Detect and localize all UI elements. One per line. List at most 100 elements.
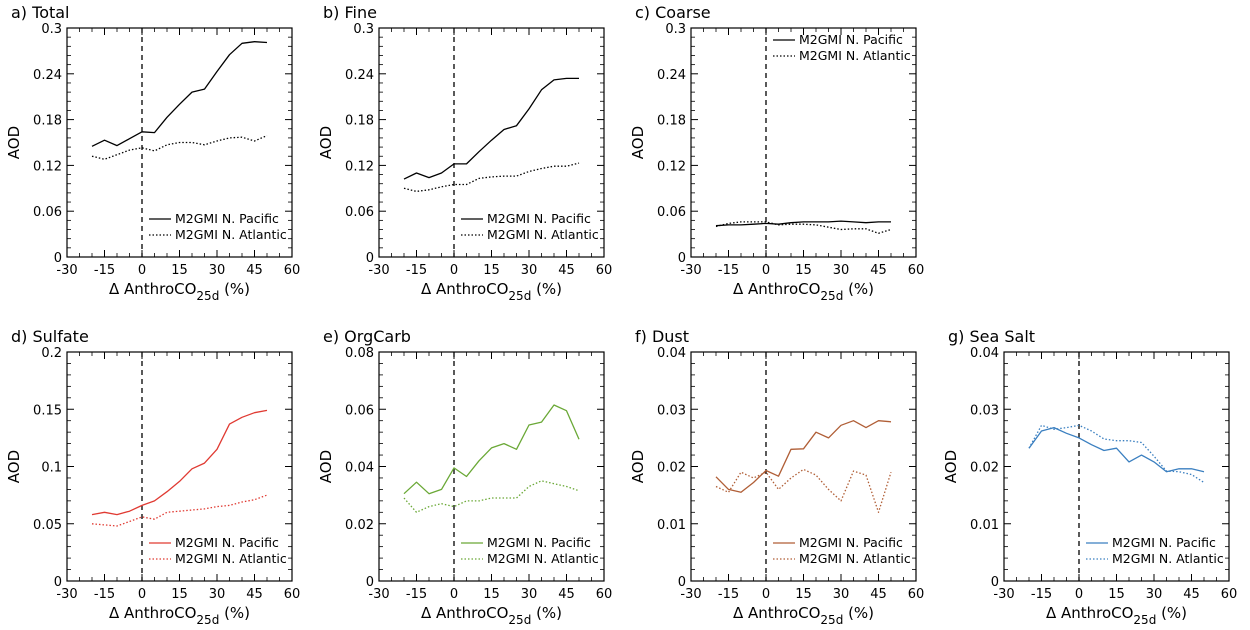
x-tick-label: 60 — [284, 263, 301, 278]
x-tick-label: -30 — [368, 263, 389, 278]
x-tick-label: -15 — [1031, 587, 1052, 602]
series-line-atlantic — [1028, 424, 1205, 484]
x-tick-label: -15 — [94, 263, 115, 278]
x-tick-label: 45 — [246, 587, 263, 602]
x-tick-label: -30 — [56, 587, 77, 602]
series-line-pacific — [91, 41, 268, 147]
series-line-pacific — [91, 409, 268, 516]
x-tick-label: 30 — [521, 587, 538, 602]
x-axis-label-unit: (%) — [843, 604, 874, 622]
y-axis-label: AOD — [942, 450, 960, 483]
x-axis-label-unit: (%) — [531, 280, 562, 298]
y-tick-label: 0.2 — [41, 346, 62, 361]
x-axis-label-subscript: 25d — [820, 613, 843, 627]
legend-label: M2GMI N. Pacific — [487, 211, 591, 226]
y-tick-label: 0.18 — [345, 114, 374, 129]
y-tick-label: 0.05 — [33, 518, 62, 533]
y-tick-label: 0.03 — [970, 403, 999, 418]
y-tick-label: 0.01 — [657, 518, 686, 533]
x-axis-label-subscript: 25d — [508, 289, 531, 303]
y-tick-label: 0.08 — [345, 346, 374, 361]
x-tick-label: 30 — [209, 263, 226, 278]
chart-title: f) Dust — [635, 327, 689, 346]
legend-label: M2GMI N. Pacific — [175, 535, 279, 550]
y-tick-label: 0.3 — [665, 22, 686, 37]
y-tick-label: 0 — [678, 575, 686, 590]
legend-label: M2GMI N. Pacific — [175, 211, 279, 226]
y-tick-label: 0.12 — [345, 159, 374, 174]
series-line-atlantic — [715, 468, 892, 513]
x-axis-label-subscript: 25d — [508, 613, 531, 627]
legend-label: M2GMI N. Pacific — [799, 32, 903, 47]
x-axis-label-subscript: 25d — [196, 613, 219, 627]
legend-label: M2GMI N. Atlantic — [799, 551, 911, 566]
x-axis-label-main: Δ AnthroCO — [733, 280, 820, 298]
y-tick-label: 0.24 — [345, 68, 374, 83]
x-tick-label: -15 — [406, 587, 427, 602]
series-line-atlantic — [91, 135, 268, 160]
series-line-atlantic — [91, 494, 268, 527]
y-tick-label: 0 — [366, 575, 374, 590]
chart-title: g) Sea Salt — [948, 327, 1035, 346]
x-tick-label: 15 — [483, 263, 500, 278]
legend-label: M2GMI N. Atlantic — [175, 227, 287, 242]
x-axis-label-unit: (%) — [219, 280, 250, 298]
x-tick-label: 45 — [558, 263, 575, 278]
legend-label: M2GMI N. Atlantic — [175, 551, 287, 566]
x-tick-label: 0 — [450, 263, 458, 278]
chart-title: a) Total — [11, 3, 70, 22]
x-axis-label-main: Δ AnthroCO — [109, 280, 196, 298]
chart-title: b) Fine — [323, 3, 377, 22]
x-axis-label-main: Δ AnthroCO — [421, 280, 508, 298]
x-tick-label: -30 — [680, 263, 701, 278]
y-tick-label: 0.1 — [41, 461, 62, 476]
y-tick-label: 0.06 — [33, 205, 62, 220]
series-line-pacific — [715, 420, 892, 493]
x-tick-label: 60 — [908, 263, 925, 278]
x-axis-label-unit: (%) — [219, 604, 250, 622]
x-axis-label: Δ AnthroCO25d (%) — [109, 604, 250, 627]
y-tick-label: 0.06 — [657, 205, 686, 220]
x-tick-label: 15 — [483, 587, 500, 602]
y-tick-label: 0.04 — [970, 346, 999, 361]
x-tick-label: -30 — [56, 263, 77, 278]
y-axis-label: AOD — [5, 126, 23, 159]
y-tick-label: 0 — [991, 575, 999, 590]
x-tick-label: 45 — [870, 263, 887, 278]
x-axis-label-unit: (%) — [1156, 604, 1187, 622]
series-line-atlantic — [403, 480, 580, 513]
x-axis-label-main: Δ AnthroCO — [733, 604, 820, 622]
chart-title: c) Coarse — [635, 3, 711, 22]
chart-panel: e) OrgCarb -30 -15 0 15 30 45 60 0 0.02 0.04 0.06 0.… — [317, 327, 612, 627]
x-tick-label: 45 — [246, 263, 263, 278]
x-axis-label: Δ AnthroCO25d (%) — [1046, 604, 1187, 627]
x-axis-label-subscript: 25d — [196, 289, 219, 303]
x-tick-label: 60 — [284, 587, 301, 602]
chart-panel: f) Dust -30 -15 0 15 30 45 60 0 0.01 0.02 0.03 0.04 A… — [629, 327, 924, 627]
x-tick-label: 15 — [795, 263, 812, 278]
x-tick-label: 45 — [1183, 587, 1200, 602]
y-tick-label: 0.24 — [657, 68, 686, 83]
legend-label: M2GMI N. Atlantic — [1112, 551, 1224, 566]
chart-panel: g) Sea Salt -30 -15 0 15 30 45 60 0 0.01 0.02 0.03 0… — [942, 327, 1237, 627]
series-line-pacific — [1028, 426, 1205, 473]
x-tick-label: 15 — [795, 587, 812, 602]
x-tick-label: 0 — [1075, 587, 1083, 602]
x-tick-label: 60 — [1221, 587, 1238, 602]
x-tick-label: 60 — [596, 263, 613, 278]
x-tick-label: 30 — [521, 263, 538, 278]
x-tick-label: -15 — [94, 587, 115, 602]
y-tick-label: 0.3 — [353, 22, 374, 37]
x-tick-label: 15 — [171, 263, 188, 278]
x-tick-label: -15 — [718, 587, 739, 602]
y-axis-label: AOD — [317, 450, 335, 483]
legend-label: M2GMI N. Pacific — [799, 535, 903, 550]
legend-label: M2GMI N. Atlantic — [487, 551, 599, 566]
chart-panel: a) Total -30 -15 0 15 30 45 60 0 0.06 0.12 0.18 0.24… — [5, 3, 300, 303]
x-tick-label: 60 — [908, 587, 925, 602]
x-tick-label: 45 — [870, 587, 887, 602]
legend-label: M2GMI N. Atlantic — [487, 227, 599, 242]
y-tick-label: 0 — [678, 251, 686, 266]
y-tick-label: 0.12 — [657, 159, 686, 174]
chart-panel: b) Fine -30 -15 0 15 30 45 60 0 0.06 0.12 0.18 0.24 0… — [317, 3, 612, 303]
